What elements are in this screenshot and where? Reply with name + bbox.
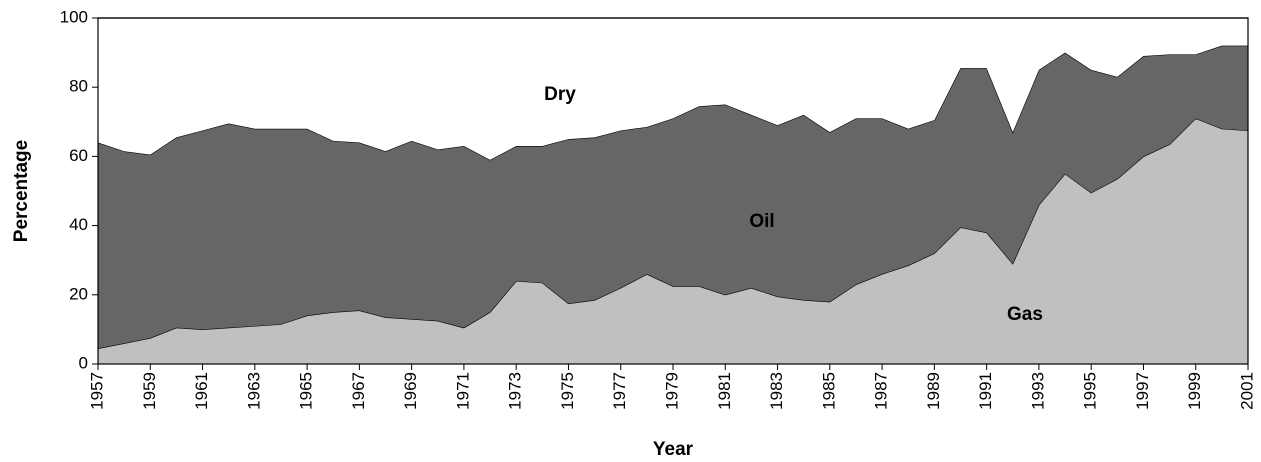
x-tick-label: 1983 [767, 372, 786, 410]
x-tick-label: 1987 [872, 372, 891, 410]
x-tick-label: 1973 [506, 372, 525, 410]
x-tick-label: 1975 [558, 372, 577, 410]
x-tick-label: 1999 [1185, 372, 1204, 410]
x-tick-label: 1971 [453, 372, 472, 410]
x-tick-label: 2001 [1237, 372, 1256, 410]
y-tick-label: 60 [69, 146, 88, 165]
area-fill [98, 45, 1248, 349]
x-tick-label: 1977 [610, 372, 629, 410]
series-label: Oil [749, 211, 774, 232]
x-tick-label: 1959 [140, 372, 159, 410]
x-tick-label: 1957 [87, 372, 106, 410]
y-tick-label: 40 [69, 215, 88, 234]
x-tick-label: 1967 [349, 372, 368, 410]
area-fill [98, 18, 1248, 160]
x-tick-label: 1963 [244, 372, 263, 410]
x-tick-label: 1985 [819, 372, 838, 410]
x-tick-label: 1965 [297, 372, 316, 410]
series-label: Dry [544, 84, 576, 105]
y-tick-label: 0 [79, 353, 88, 372]
series-label: Gas [1007, 304, 1043, 325]
x-tick-label: 1991 [976, 372, 995, 410]
x-tick-label: 1961 [192, 372, 211, 410]
y-tick-label: 20 [69, 284, 88, 303]
x-tick-label: 1989 [924, 372, 943, 410]
y-tick-label: 100 [60, 7, 88, 26]
area-fill [98, 118, 1248, 364]
x-axis-label: Year [653, 439, 694, 460]
y-axis-label: Percentage [11, 140, 32, 242]
y-tick-label: 80 [69, 77, 88, 96]
x-tick-label: 1969 [401, 372, 420, 410]
x-tick-label: 1997 [1133, 372, 1152, 410]
x-tick-label: 1981 [715, 372, 734, 410]
x-tick-label: 1995 [1081, 372, 1100, 410]
x-tick-label: 1993 [1028, 372, 1047, 410]
x-tick-label: 1979 [662, 372, 681, 410]
